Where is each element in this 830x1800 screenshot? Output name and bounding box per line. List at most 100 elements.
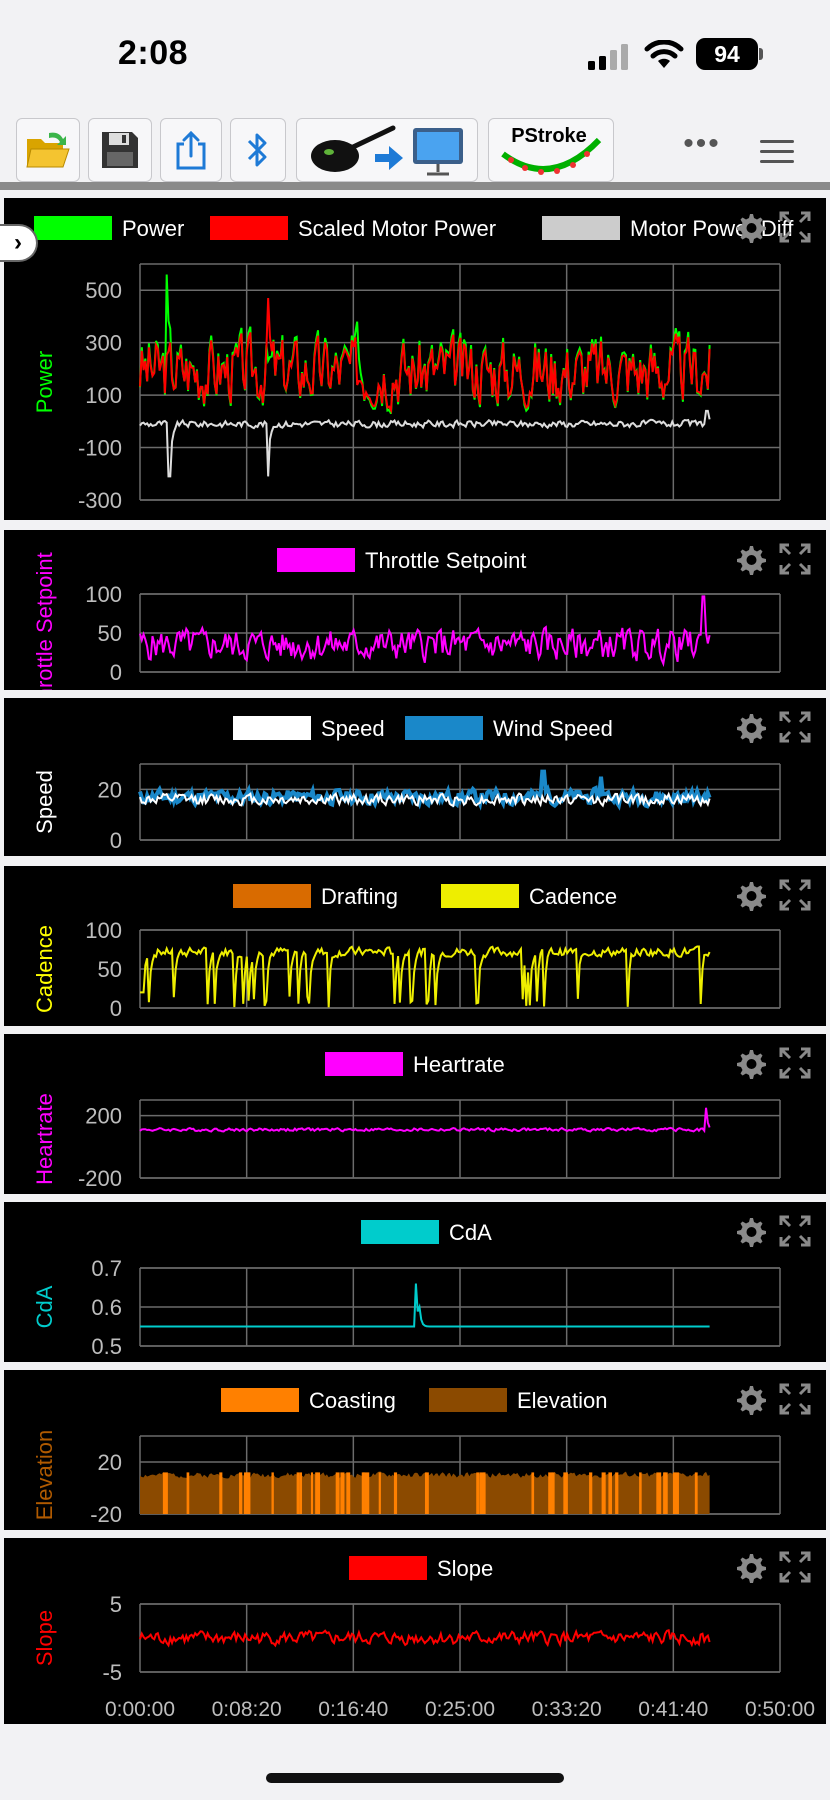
legend-label[interactable]: Scaled Motor Power <box>298 216 496 241</box>
legend-label[interactable]: Speed <box>321 716 385 741</box>
legend-label[interactable]: Elevation <box>517 1388 608 1413</box>
y-tick-label: 50 <box>98 957 122 982</box>
legend-label[interactable]: Drafting <box>321 884 398 909</box>
fullscreen-expand-icon[interactable] <box>778 710 812 744</box>
sensor-to-display-button[interactable] <box>296 118 478 182</box>
series-area-elevation <box>140 1471 710 1514</box>
y-tick-label: -20 <box>90 1502 122 1527</box>
chart-slope: 5 -5 Slope Slope 0:00:00 0:08:20 0:16:40 0:25:0… <box>32 1556 815 1721</box>
y-tick-label: 0.5 <box>91 1334 122 1359</box>
status-time: 2:08 <box>118 34 189 72</box>
hamburger-line <box>760 160 794 163</box>
bluetooth-icon <box>247 133 267 167</box>
bluetooth-button[interactable] <box>230 118 286 182</box>
hamburger-menu-button[interactable] <box>760 140 794 166</box>
settings-gear-icon[interactable] <box>734 1384 766 1416</box>
legend-swatch[interactable] <box>441 884 519 908</box>
share-icon <box>176 130 206 170</box>
legend-swatch[interactable] <box>361 1220 439 1244</box>
fullscreen-expand-icon[interactable] <box>778 1214 812 1248</box>
chart-throttle: 100 50 0 Throttle Setpoint Throttle Setpoint <box>32 548 781 690</box>
legend-label[interactable]: Wind Speed <box>493 716 613 741</box>
expand-sidebar-button[interactable]: › <box>0 224 38 262</box>
coasting-stripe <box>299 1472 303 1514</box>
x-tick-label: 0:08:20 <box>212 1698 282 1721</box>
legend-swatch[interactable] <box>429 1388 507 1412</box>
coasting-stripe <box>675 1472 679 1514</box>
legend-swatch[interactable] <box>221 1388 299 1412</box>
legend-swatch[interactable] <box>277 548 355 572</box>
open-folder-button[interactable] <box>16 118 80 182</box>
coasting-stripe <box>608 1472 613 1514</box>
coasting-stripe <box>639 1472 642 1514</box>
chart-panel-cda: 0.7 0.6 0.5 CdA CdA <box>4 1202 826 1362</box>
fullscreen-expand-icon[interactable] <box>778 1046 812 1080</box>
legend-label[interactable]: Motor Power Diff <box>630 216 794 241</box>
settings-gear-icon[interactable] <box>734 1048 766 1080</box>
fullscreen-expand-icon[interactable] <box>778 1382 812 1416</box>
legend-label[interactable]: Heartrate <box>413 1052 505 1077</box>
settings-gear-icon[interactable] <box>734 712 766 744</box>
coasting-stripe <box>346 1472 351 1514</box>
x-tick-label: 0:41:40 <box>638 1698 708 1721</box>
settings-gear-icon[interactable] <box>734 880 766 912</box>
settings-gear-icon[interactable] <box>734 212 766 244</box>
legend-label[interactable]: Power <box>122 216 184 241</box>
legend-swatch[interactable] <box>210 216 288 240</box>
battery-indicator: 94 <box>696 38 758 70</box>
legend-label[interactable]: Slope <box>437 1556 493 1581</box>
legend-swatch[interactable] <box>325 1052 403 1076</box>
coasting-stripe <box>694 1472 698 1514</box>
legend-swatch[interactable] <box>405 716 483 740</box>
settings-gear-icon[interactable] <box>734 1552 766 1584</box>
legend-label[interactable]: Throttle Setpoint <box>365 548 526 573</box>
x-tick-label: 0:16:40 <box>318 1698 388 1721</box>
chart-panel-cadence: 100 50 0 Cadence Drafting Cadence <box>4 866 826 1026</box>
y-tick-label: 0 <box>110 828 122 853</box>
coasting-stripe <box>271 1472 274 1514</box>
y-axis-label: Speed <box>32 770 57 834</box>
fullscreen-expand-icon[interactable] <box>778 542 812 576</box>
settings-gear-icon[interactable] <box>734 1216 766 1248</box>
legend-swatch[interactable] <box>349 1556 427 1580</box>
coasting-stripe <box>563 1472 568 1514</box>
x-tick-label: 0:33:20 <box>532 1698 602 1721</box>
folder-open-icon <box>26 132 70 168</box>
legend-label[interactable]: CdA <box>449 1220 492 1245</box>
legend-swatch[interactable] <box>233 716 311 740</box>
fullscreen-expand-icon[interactable] <box>778 878 812 912</box>
y-tick-label: 0.7 <box>91 1256 122 1281</box>
y-tick-label: -200 <box>78 1166 122 1191</box>
wifi-icon <box>644 40 684 68</box>
coasting-stripe <box>476 1472 480 1514</box>
coasting-stripe <box>296 1472 300 1514</box>
legend-swatch[interactable] <box>233 884 311 908</box>
share-button[interactable] <box>160 118 222 182</box>
coasting-stripe <box>362 1472 365 1514</box>
series-line-slope <box>139 1628 711 1648</box>
y-axis-label: Power <box>32 351 57 413</box>
coasting-stripe <box>615 1472 619 1514</box>
settings-gear-icon[interactable] <box>734 544 766 576</box>
pstroke-button[interactable]: PStroke <box>488 118 614 182</box>
more-options-button[interactable]: ••• <box>683 127 721 160</box>
chart-cda: 0.7 0.6 0.5 CdA CdA <box>32 1220 781 1359</box>
floppy-disk-icon <box>102 132 138 168</box>
coasting-stripe <box>551 1472 555 1514</box>
y-tick-label: 0 <box>110 996 122 1021</box>
save-button[interactable] <box>88 118 152 182</box>
y-tick-label: 200 <box>85 1104 122 1129</box>
y-axis-label: Slope <box>32 1610 57 1666</box>
y-tick-label: 20 <box>98 777 122 802</box>
y-tick-label: 500 <box>85 278 122 303</box>
legend-label[interactable]: Cadence <box>529 884 617 909</box>
legend-label[interactable]: Coasting <box>309 1388 396 1413</box>
coasting-stripe <box>364 1472 370 1514</box>
y-tick-label: 100 <box>85 582 122 607</box>
legend-swatch[interactable] <box>34 216 112 240</box>
coasting-stripe <box>335 1472 340 1514</box>
legend-swatch[interactable] <box>542 216 620 240</box>
fullscreen-expand-icon[interactable] <box>778 210 812 244</box>
fullscreen-expand-icon[interactable] <box>778 1550 812 1584</box>
y-tick-label: 20 <box>98 1450 122 1475</box>
